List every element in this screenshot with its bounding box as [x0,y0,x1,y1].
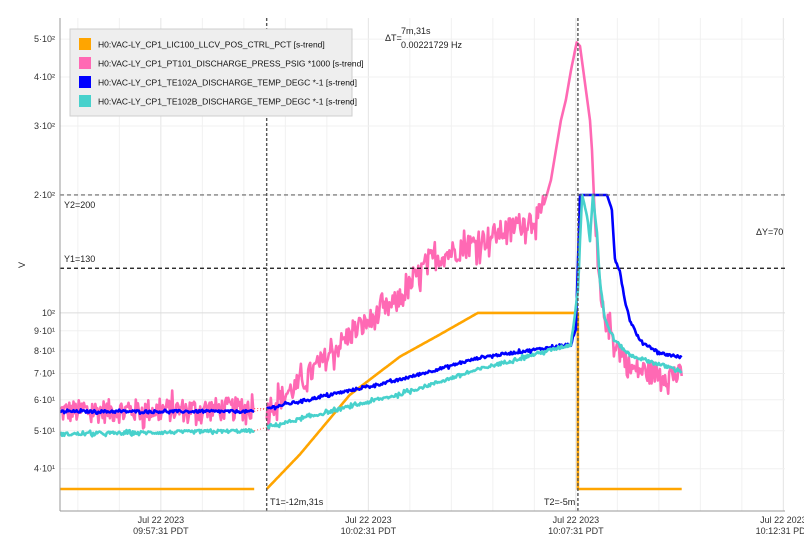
legend-item-label[interactable]: H0:VAC-LY_CP1_PT101_DISCHARGE_PRESS_PSIG… [98,59,364,69]
data-gap-indicator [254,408,267,412]
series-te102a-temp [266,193,683,411]
y-tick-label: 4·10² [34,72,55,82]
legend-swatch [79,38,91,50]
t1-label: T1=-12m,31s [270,497,324,507]
series-te102b-temp [266,193,683,430]
x-tick-date: Jul 22 2023 [760,515,804,525]
y2-label: Y2=200 [64,200,95,210]
y-tick-label: 10² [42,308,55,318]
y-tick-label: 5·10² [34,34,55,44]
x-tick-date: Jul 22 2023 [345,515,392,525]
x-tick-time: 09:57:31 PDT [133,526,189,536]
series-te102b-temp [59,427,256,438]
data-gap-indicator [254,426,267,432]
legend-item-label[interactable]: H0:VAC-LY_CP1_TE102A_DISCHARGE_TEMP_DEGC… [98,78,357,88]
y-tick-label: 2·10² [34,190,55,200]
y-tick-label: 8·10¹ [34,346,55,356]
delta-t-prefix: ΔT= [385,33,402,43]
series-lic100-llcv [265,311,682,491]
series-group [59,41,683,491]
legend[interactable]: H0:VAC-LY_CP1_LIC100_LLCV_POS_CTRL_PCT [… [69,28,364,117]
legend-item-label[interactable]: H0:VAC-LY_CP1_LIC100_LLCV_POS_CTRL_PCT [… [98,40,325,50]
y-tick-label: 5·10¹ [34,426,55,436]
y-tick-label: 9·10¹ [34,326,55,336]
x-tick-date: Jul 22 2023 [553,515,600,525]
x-tick-date: Jul 22 2023 [138,515,185,525]
x-tick-time: 10:07:31 PDT [548,526,604,536]
cursor-annotations: ΔT= 7m,31s 0.00221729 Hz Y2=200 Y1=130 Δ… [64,26,783,507]
delta-t-value: 7m,31s [401,26,431,36]
series-pt101-press [59,389,255,430]
frequency-value: 0.00221729 Hz [401,40,463,50]
legend-swatch [79,57,91,69]
x-tick-time: 10:12:31 PDT [756,526,804,536]
y-tick-label: 6·10¹ [34,395,55,405]
y-tick-label: 3·10² [34,121,55,131]
legend-item-label[interactable]: H0:VAC-LY_CP1_TE102B_DISCHARGE_TEMP_DEGC… [98,97,357,107]
legend-swatch [79,95,91,107]
y-axis-label: V [17,262,27,268]
y-axis-ticks: 4·10¹ 5·10¹ 6·10¹ 7·10¹ 8·10¹ 9·10¹ 10² 2·10² 3·… [34,34,55,474]
delta-y-label: ΔY=70 [756,227,783,237]
series-te102a-temp [59,408,255,416]
legend-swatch [79,76,91,88]
legend-box [69,28,353,117]
y1-label: Y1=130 [64,254,95,264]
y-tick-label: 7·10¹ [34,369,55,379]
y-tick-label: 4·10¹ [34,464,55,474]
t2-label: T2=-5m [544,497,575,507]
x-tick-time: 10:02:31 PDT [341,526,397,536]
